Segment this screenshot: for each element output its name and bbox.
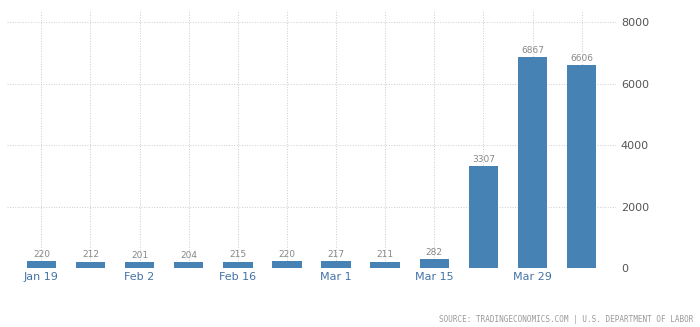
Text: 220: 220 [279, 250, 295, 259]
Bar [272, 261, 302, 268]
Bar [469, 166, 498, 268]
Text: 220: 220 [33, 250, 50, 259]
Bar [370, 262, 400, 268]
Text: 6867: 6867 [521, 46, 544, 55]
Text: 3307: 3307 [472, 155, 495, 164]
Text: 215: 215 [230, 250, 246, 259]
Bar [518, 57, 547, 268]
Text: 201: 201 [131, 251, 148, 260]
Text: 212: 212 [82, 250, 99, 259]
Bar [125, 262, 154, 268]
Text: SOURCE: TRADINGECONOMICS.COM | U.S. DEPARTMENT OF LABOR: SOURCE: TRADINGECONOMICS.COM | U.S. DEPA… [439, 315, 693, 324]
Text: 282: 282 [426, 248, 443, 257]
Bar [567, 65, 596, 268]
Text: 217: 217 [328, 250, 344, 259]
Bar [76, 262, 105, 268]
Bar [223, 262, 253, 268]
Text: 6606: 6606 [570, 54, 593, 63]
Text: 211: 211 [377, 250, 393, 260]
Bar [321, 262, 351, 268]
Bar [27, 261, 56, 268]
Bar [174, 262, 204, 268]
Bar [419, 259, 449, 268]
Text: 204: 204 [180, 251, 197, 260]
